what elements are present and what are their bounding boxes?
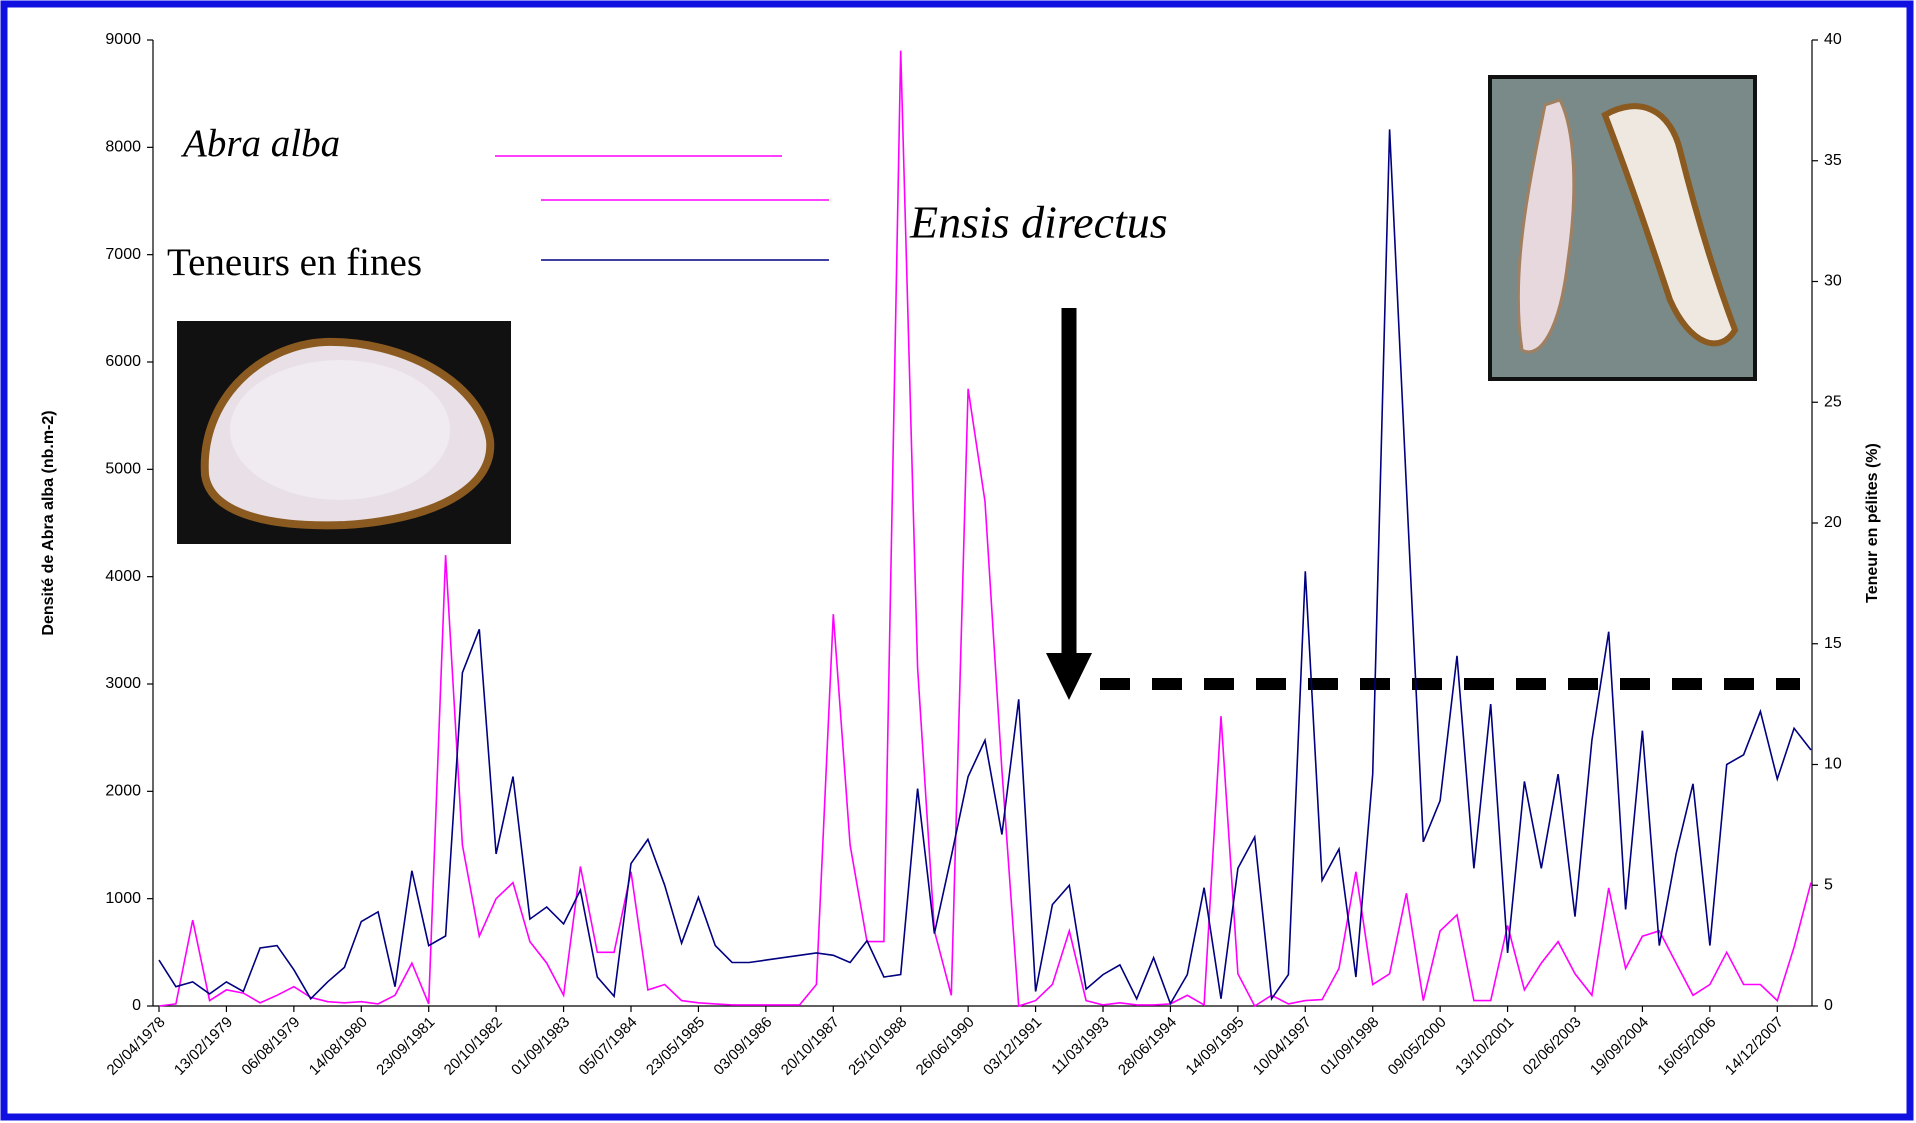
y2-tick-label: 30: [1824, 273, 1842, 290]
series-line: [158, 129, 1812, 1006]
y-tick-label: 9000: [105, 31, 141, 48]
y2-tick-label: 0: [1824, 997, 1833, 1014]
clam-photo: [177, 321, 511, 544]
y2-tick-label: 35: [1824, 152, 1842, 169]
y-tick-label: 5000: [105, 461, 141, 478]
y-tick-label: 1000: [105, 890, 141, 907]
legend-label: Teneurs en fines: [167, 241, 422, 284]
y2-tick-label: 20: [1824, 514, 1842, 531]
y-tick-label: 6000: [105, 353, 141, 370]
y2-tick-label: 5: [1824, 876, 1833, 893]
y2-axis-title: Teneur en pélites (%): [1864, 443, 1881, 603]
y2-tick-label: 10: [1824, 756, 1842, 773]
y-tick-label: 0: [132, 997, 141, 1014]
y2-tick-label: 15: [1824, 635, 1842, 652]
y-tick-label: 4000: [105, 568, 141, 585]
legend-label: Abra alba: [180, 122, 340, 165]
annotation: Ensis directus: [909, 197, 1168, 248]
y2-tick-label: 25: [1824, 393, 1842, 410]
razor-photo: [1488, 75, 1757, 381]
y-tick-label: 8000: [105, 139, 141, 156]
y-tick-label: 2000: [105, 783, 141, 800]
y-tick-label: 3000: [105, 675, 141, 692]
arrow-head: [1046, 653, 1092, 700]
y-axis-title: Densité de Abra alba (nb.m-2): [40, 410, 57, 635]
series-line: [158, 50, 1812, 1008]
y2-tick-label: 40: [1824, 31, 1842, 48]
y-tick-label: 7000: [105, 246, 141, 263]
